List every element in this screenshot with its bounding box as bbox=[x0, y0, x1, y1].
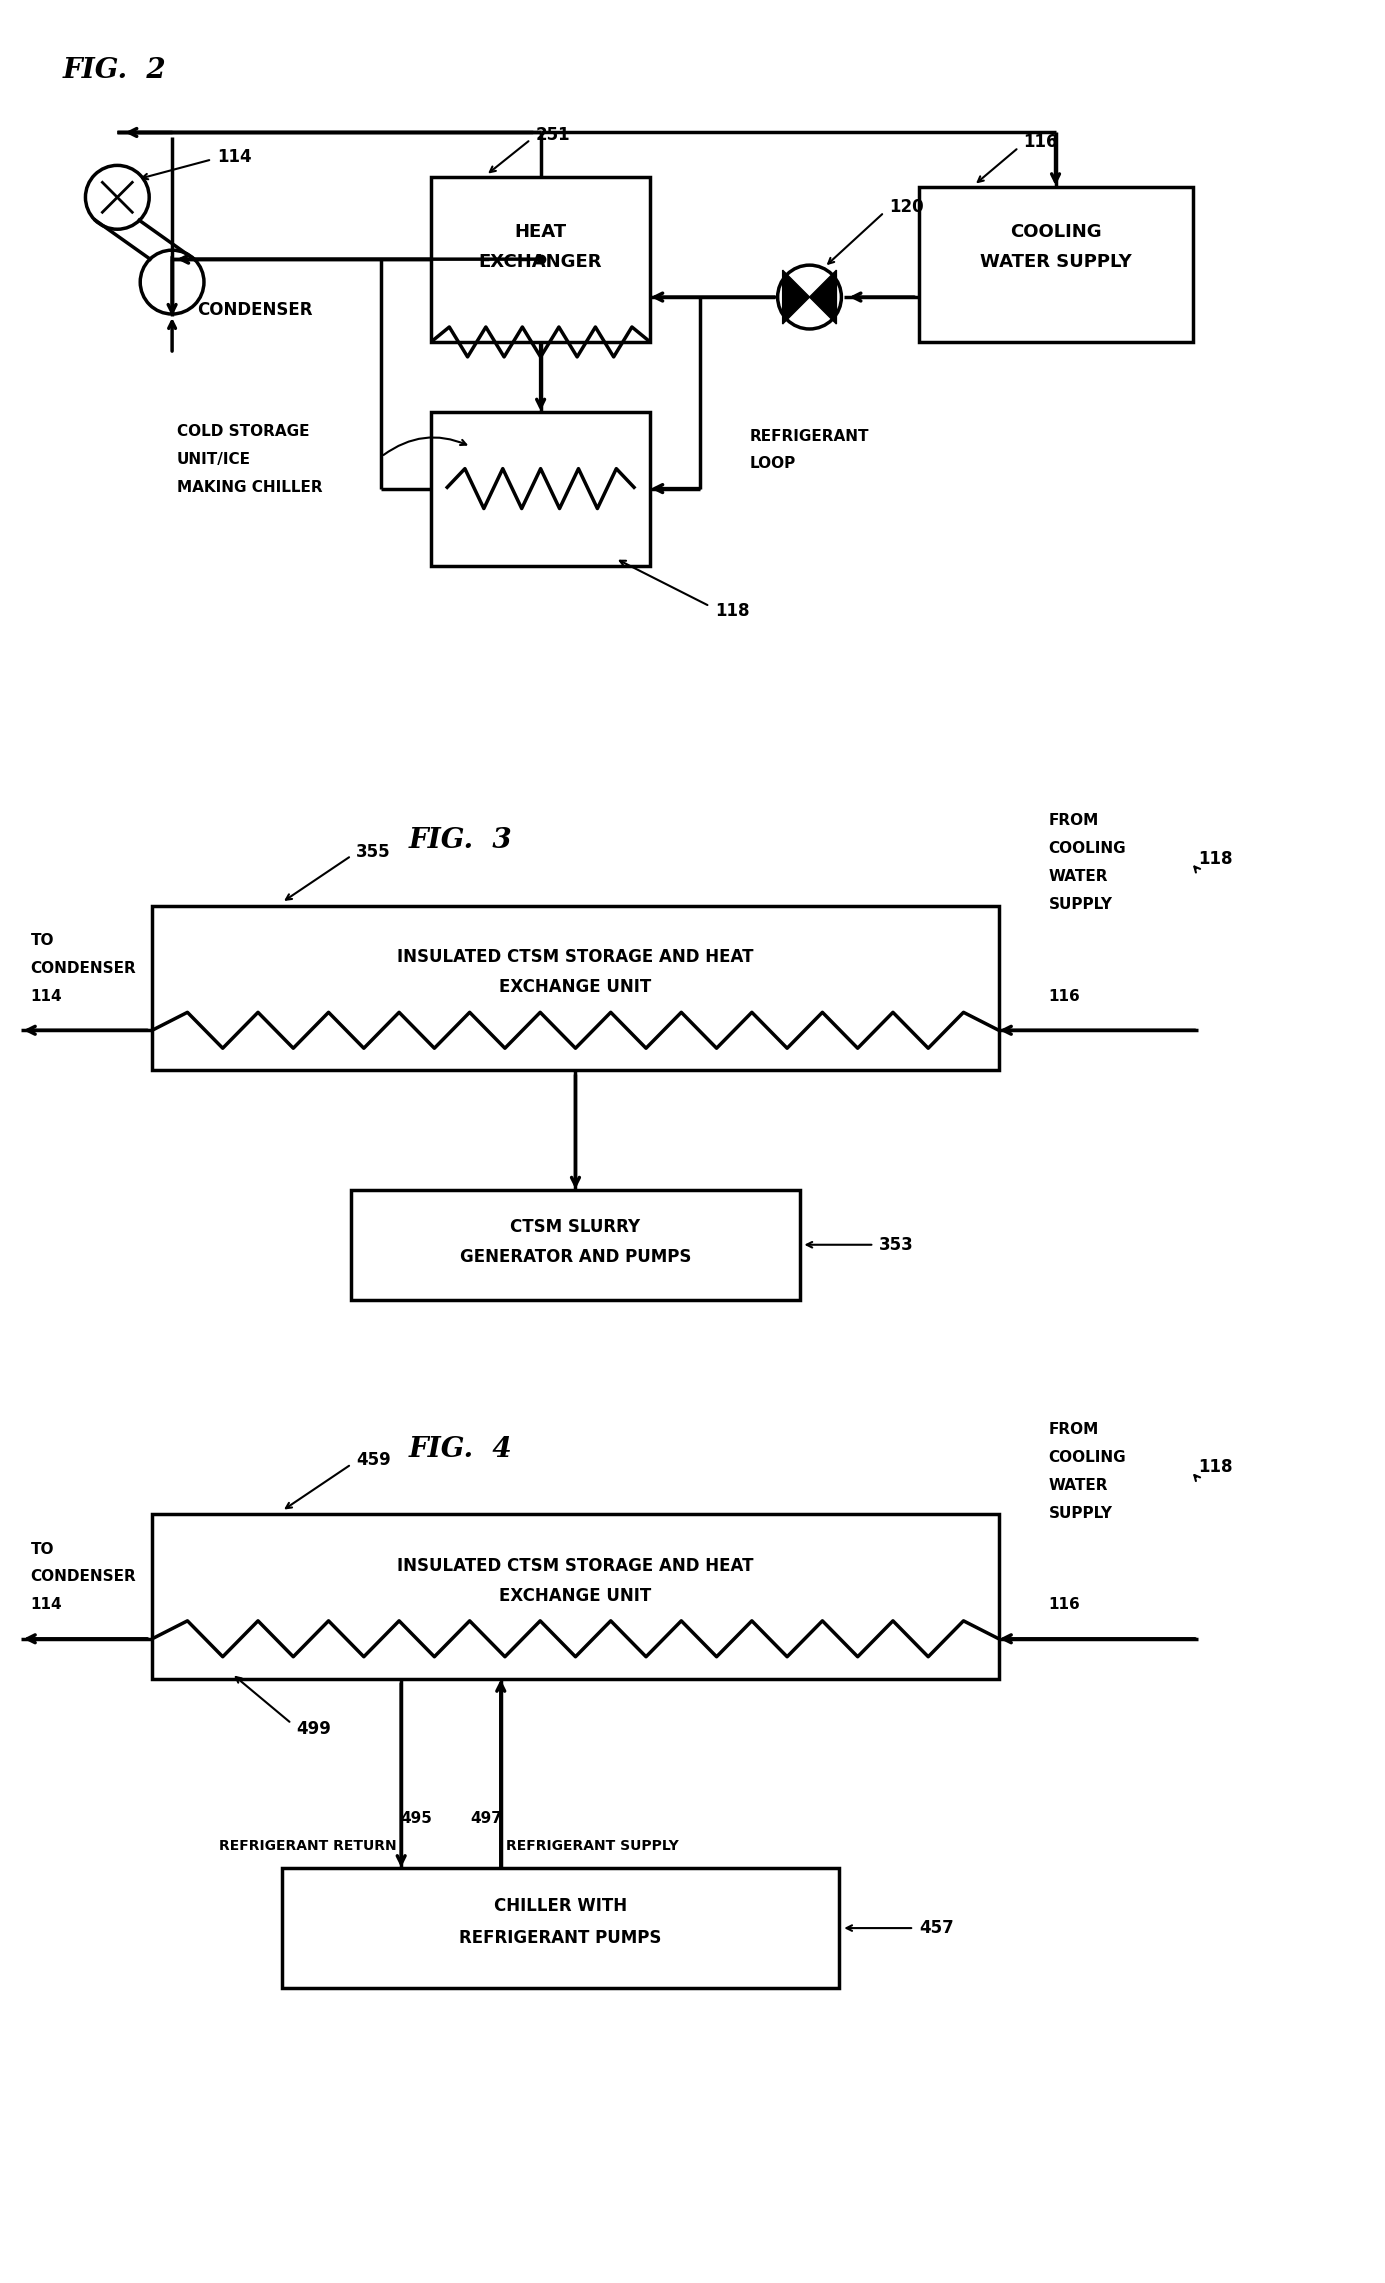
Text: EXCHANGER: EXCHANGER bbox=[479, 253, 602, 272]
Text: CHILLER WITH: CHILLER WITH bbox=[494, 1897, 627, 1915]
Text: COOLING: COOLING bbox=[1048, 840, 1126, 856]
Bar bbox=[920, 187, 1192, 342]
Text: UNIT/ICE: UNIT/ICE bbox=[177, 452, 251, 468]
Text: 457: 457 bbox=[920, 1920, 954, 1936]
Text: 118: 118 bbox=[1198, 849, 1233, 868]
Text: COOLING: COOLING bbox=[1048, 1450, 1126, 1466]
Text: LOOP: LOOP bbox=[749, 457, 796, 470]
Text: WATER SUPPLY: WATER SUPPLY bbox=[979, 253, 1132, 272]
Text: EXCHANGE UNIT: EXCHANGE UNIT bbox=[500, 979, 651, 995]
Text: CTSM SLURRY: CTSM SLURRY bbox=[511, 1217, 640, 1235]
Text: 120: 120 bbox=[889, 199, 924, 217]
Bar bbox=[431, 178, 650, 342]
Text: 114: 114 bbox=[30, 1598, 62, 1612]
Text: REFRIGERANT PUMPS: REFRIGERANT PUMPS bbox=[460, 1929, 662, 1947]
Text: CONDENSER: CONDENSER bbox=[197, 301, 313, 320]
Text: HEAT: HEAT bbox=[515, 224, 566, 242]
Text: SUPPLY: SUPPLY bbox=[1048, 897, 1112, 913]
Text: 495: 495 bbox=[400, 1810, 432, 1826]
Text: 118: 118 bbox=[715, 603, 749, 621]
Polygon shape bbox=[809, 269, 837, 324]
Text: FROM: FROM bbox=[1048, 813, 1098, 829]
Text: 353: 353 bbox=[879, 1235, 914, 1253]
Text: REFRIGERANT SUPPLY: REFRIGERANT SUPPLY bbox=[506, 1840, 679, 1854]
Text: EXCHANGE UNIT: EXCHANGE UNIT bbox=[500, 1587, 651, 1605]
Text: WATER: WATER bbox=[1048, 1477, 1108, 1493]
Text: FIG.  3: FIG. 3 bbox=[409, 826, 512, 854]
Text: INSULATED CTSM STORAGE AND HEAT: INSULATED CTSM STORAGE AND HEAT bbox=[397, 947, 753, 966]
Polygon shape bbox=[783, 269, 809, 324]
Text: TO: TO bbox=[30, 934, 54, 947]
Text: TO: TO bbox=[30, 1541, 54, 1557]
Text: 116: 116 bbox=[1048, 989, 1080, 1005]
Text: 118: 118 bbox=[1198, 1459, 1233, 1477]
Text: COLD STORAGE: COLD STORAGE bbox=[177, 425, 310, 438]
Text: COOLING: COOLING bbox=[1010, 224, 1101, 242]
Text: INSULATED CTSM STORAGE AND HEAT: INSULATED CTSM STORAGE AND HEAT bbox=[397, 1557, 753, 1575]
Text: SUPPLY: SUPPLY bbox=[1048, 1504, 1112, 1520]
Text: 355: 355 bbox=[356, 842, 391, 861]
Text: FROM: FROM bbox=[1048, 1422, 1098, 1436]
Text: 116: 116 bbox=[1048, 1598, 1080, 1612]
Text: FIG.  2: FIG. 2 bbox=[62, 57, 166, 84]
Text: CONDENSER: CONDENSER bbox=[30, 961, 136, 975]
Text: FIG.  4: FIG. 4 bbox=[409, 1436, 512, 1463]
Text: REFRIGERANT RETURN: REFRIGERANT RETURN bbox=[219, 1840, 396, 1854]
Bar bbox=[352, 1189, 799, 1299]
Text: 114: 114 bbox=[30, 989, 62, 1005]
Text: 497: 497 bbox=[470, 1810, 501, 1826]
Text: 114: 114 bbox=[217, 148, 252, 167]
Text: WATER: WATER bbox=[1048, 870, 1108, 884]
Text: REFRIGERANT: REFRIGERANT bbox=[749, 429, 870, 445]
Text: GENERATOR AND PUMPS: GENERATOR AND PUMPS bbox=[460, 1249, 691, 1265]
Bar bbox=[152, 906, 999, 1071]
Bar bbox=[431, 411, 650, 566]
Bar bbox=[281, 1867, 839, 1988]
Text: 251: 251 bbox=[536, 126, 571, 144]
Bar bbox=[152, 1514, 999, 1678]
Text: 116: 116 bbox=[1024, 132, 1058, 151]
Text: MAKING CHILLER: MAKING CHILLER bbox=[177, 479, 323, 495]
Text: 459: 459 bbox=[356, 1452, 391, 1470]
Text: 499: 499 bbox=[296, 1719, 331, 1737]
Text: CONDENSER: CONDENSER bbox=[30, 1568, 136, 1584]
